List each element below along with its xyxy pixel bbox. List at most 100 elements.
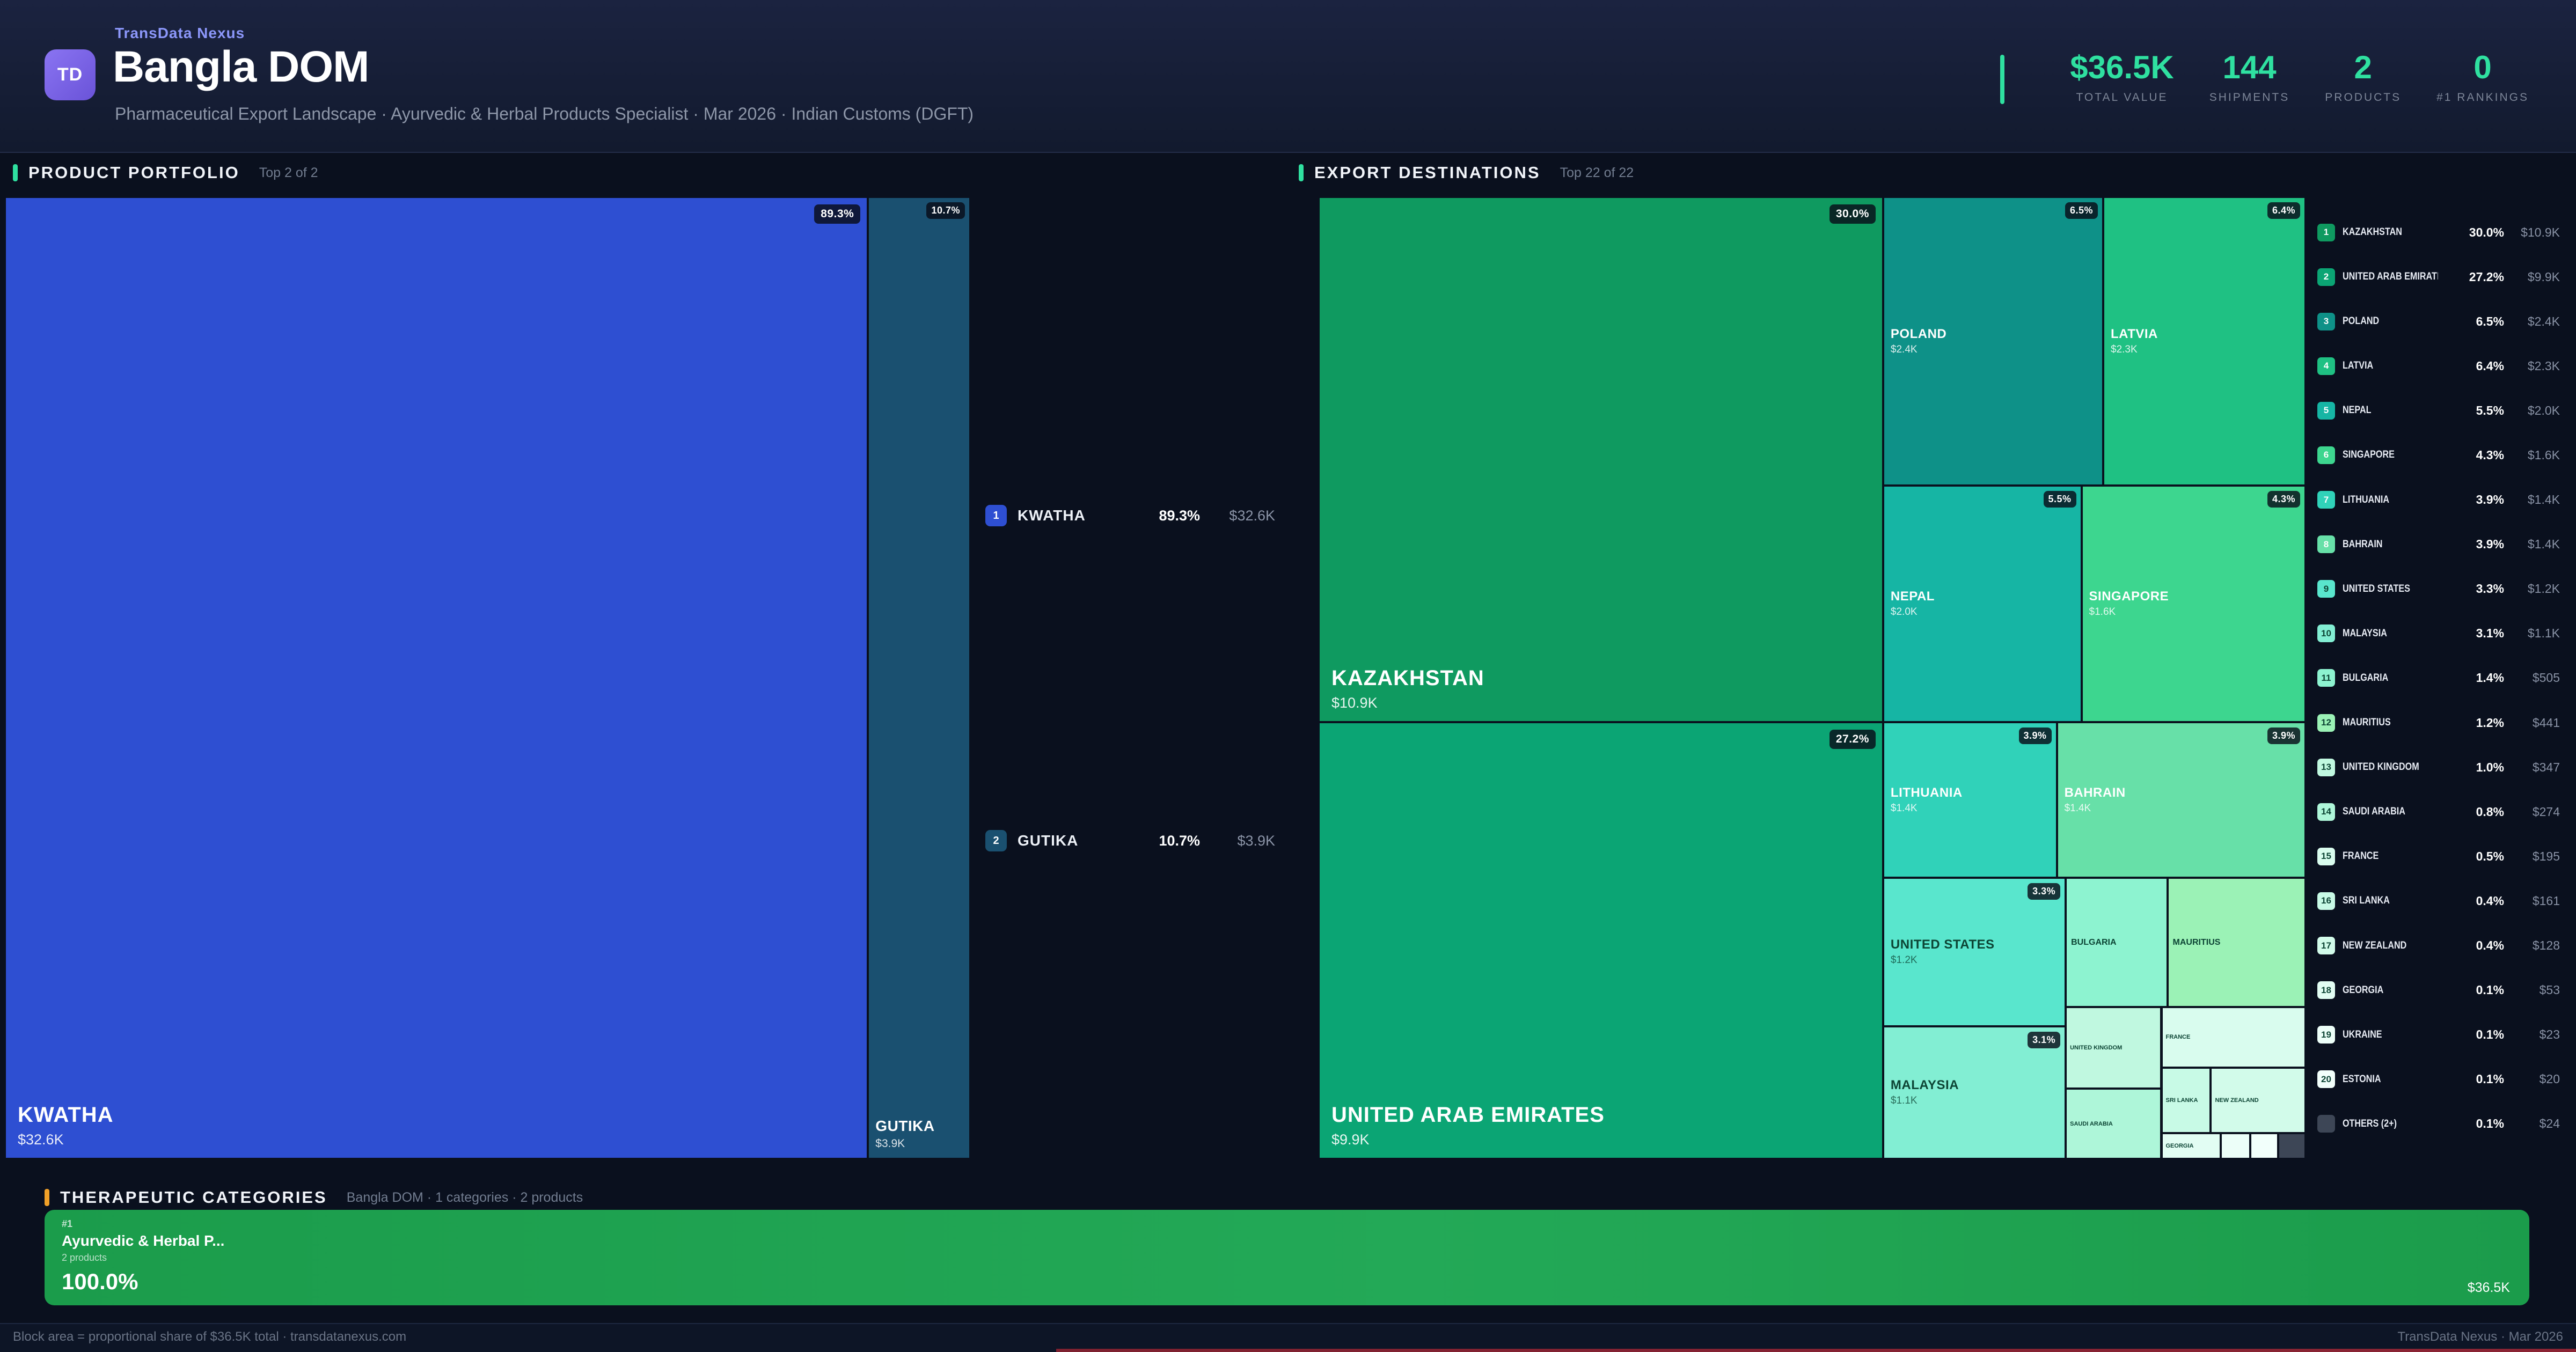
brand-label: TransData Nexus [115,25,245,41]
treemap-value: $3.9K [875,1137,905,1150]
legend-rank-badge: 8 [2317,535,2335,554]
treemap-name: MALAYSIA [1890,1078,1959,1093]
treemap-block-united-states[interactable]: 3.3% UNITED STATES $1.2K [1883,878,2066,1026]
treemap-label: POLAND $2.4K [1891,327,1946,356]
export-destinations-header: EXPORT DESTINATIONS Top 22 of 22 [1299,162,1634,183]
treemap-block-singapore[interactable]: 4.3% SINGAPORE $1.6K [2081,485,2306,722]
therapeutic-categories-header: THERAPEUTIC CATEGORIES Bangla DOM · 1 ca… [45,1187,583,1208]
treemap-label: MAURITIUS [2173,938,2221,947]
stat-products: 2 PRODUCTS [2325,52,2401,104]
legend-pct: 3.3% [2476,582,2504,596]
legend-row-kazakhstan: 1 KAZAKHSTAN 30.0% $10.9K [2317,219,2560,246]
panel-title: EXPORT DESTINATIONS [1314,163,1541,182]
treemap-pct-badge: 3.9% [2267,727,2300,744]
legend-pct: 0.1% [2476,1116,2504,1131]
legend-pct: 1.0% [2476,760,2504,774]
legend-row-malaysia: 10 MALAYSIA 3.1% $1.1K [2317,620,2560,647]
legend-country-name: SRI LANKA [2343,895,2390,907]
treemap-block-united-kingdom[interactable]: UNITED KINGDOM [2066,1006,2162,1089]
treemap-block-latvia[interactable]: 6.4% LATVIA $2.3K [2103,197,2306,486]
treemap-block-ukraine[interactable] [2220,1133,2250,1159]
treemap-block-bahrain[interactable]: 3.9% BAHRAIN $1.4K [2057,722,2306,878]
legend-row-others-2: OTHERS (2+) 0.1% $24 [2317,1111,2560,1137]
treemap-name: LATVIA [2111,326,2158,341]
category-bar-ayurvedic-herbal[interactable]: #1 Ayurvedic & Herbal P... 2 products 10… [45,1210,2529,1305]
treemap-block-gutika[interactable]: 10.7% GUTIKA $3.9K [868,197,970,1159]
treemap-block-new-zealand[interactable]: NEW ZEALAND [2211,1067,2306,1133]
legend-value: $24 [2539,1116,2560,1131]
treemap-value: $1.2K [1890,954,1918,966]
treemap-block-nepal[interactable]: 5.5% NEPAL $2.0K [1883,485,2082,722]
treemap-label: SAUDI ARABIA [2070,1121,2113,1127]
treemap-block-kwatha[interactable]: 89.3% KWATHA $32.6K [5,197,868,1159]
product-portfolio-header: PRODUCT PORTFOLIO Top 2 of 2 [13,162,318,183]
legend-rank-badge: 17 [2317,937,2335,954]
treemap-value: $9.9K [1331,1131,1370,1148]
legend-rank-badge: 14 [2317,803,2335,821]
legend-country-name: KAZAKHSTAN [2343,226,2402,238]
legend-rank-badge: 12 [2317,714,2335,732]
legend-country-name: NEPAL [2343,405,2372,416]
treemap-block-poland[interactable]: 6.5% POLAND $2.4K [1883,197,2103,486]
product-portfolio-treemap: 89.3% KWATHA $32.6K 10.7% GUTIKA $3.9K [5,197,970,1159]
legend-row-lithuania: 7 LITHUANIA 3.9% $1.4K [2317,487,2560,513]
legend-value: $23 [2539,1027,2560,1042]
treemap-name: NEPAL [1890,589,1935,604]
treemap-block-malaysia[interactable]: 3.1% MALAYSIA $1.1K [1883,1026,2066,1159]
stat-label: #1 RANKINGS [2436,91,2529,104]
app-footer: Block area = proportional share of $36.5… [0,1323,2576,1352]
legend-country-name: SAUDI ARABIA [2343,806,2405,818]
treemap-value: $1.6K [2089,606,2116,618]
legend-pct: 0.1% [2476,983,2504,997]
export-destinations-treemap: 30.0% KAZAKHSTAN $10.9K 27.2% UNITED ARAB EM… [1319,197,2306,1159]
panel-accent-icon [1299,164,1304,181]
legend-row-gutika: 2 GUTIKA 10.7% $3.9K [985,828,1275,854]
legend-row-nepal: 5 NEPAL 5.5% $2.0K [2317,397,2560,424]
legend-rank-badge: 19 [2317,1026,2335,1044]
treemap-name: BAHRAIN [2064,785,2126,800]
legend-row-mauritius: 12 MAURITIUS 1.2% $441 [2317,709,2560,736]
legend-pct: 3.9% [2476,537,2504,552]
treemap-block-sri-lanka[interactable]: SRI LANKA [2161,1067,2211,1133]
legend-row-bahrain: 8 BAHRAIN 3.9% $1.4K [2317,531,2560,558]
legend-row-estonia: 20 ESTONIA 0.1% $20 [2317,1066,2560,1093]
stat-label: TOTAL VALUE [2076,91,2168,104]
treemap-pct-badge: 3.1% [2028,1031,2061,1048]
treemap-block-united-arab-emirates[interactable]: 27.2% UNITED ARAB EMIRATES $9.9K [1319,722,1883,1159]
treemap-block-mauritius[interactable]: MAURITIUS [2167,878,2306,1007]
treemap-block-estonia[interactable] [2250,1133,2278,1159]
treemap-name: POLAND [1890,326,1947,341]
treemap-name: GUTIKA [875,1118,935,1134]
treemap-block-georgia[interactable]: GEORGIA [2161,1133,2221,1159]
treemap-block-others-2[interactable] [2278,1133,2306,1159]
legend-pct: 89.3% [1159,507,1200,524]
legend-value: $1.4K [2527,537,2560,552]
legend-value: $161 [2532,893,2560,908]
treemap-label: UNITED KINGDOM [2070,1045,2122,1051]
treemap-label: LITHUANIA $1.4K [1891,785,1963,814]
treemap-value: $1.4K [2064,803,2091,814]
export-destinations-legend: 1 KAZAKHSTAN 30.0% $10.9K 2 UNITED ARAB EMIRA… [2317,219,2560,1137]
legend-rank-badge: 2 [2317,268,2335,286]
treemap-pct-badge: 4.3% [2267,490,2300,508]
legend-value: $441 [2532,715,2560,730]
legend-value: $10.9K [2521,225,2560,239]
treemap-label: BAHRAIN $1.4K [2065,785,2126,814]
treemap-name: UNITED KINGDOM [2070,1044,2123,1051]
treemap-value: $10.9K [1331,694,1378,711]
legend-country-name: UKRAINE [2343,1028,2382,1040]
panel-subtitle: Bangla DOM · 1 categories · 2 products [346,1189,583,1205]
treemap-block-france[interactable]: FRANCE [2161,1006,2306,1068]
treemap-block-lithuania[interactable]: 3.9% LITHUANIA $1.4K [1883,722,2057,878]
treemap-block-kazakhstan[interactable]: 30.0% KAZAKHSTAN $10.9K [1319,197,1883,722]
treemap-label: BULGARIA [2071,938,2116,947]
treemap-name: NEW ZEALAND [2215,1097,2259,1104]
stat-1-rankings: 0 #1 RANKINGS [2436,52,2529,104]
legend-country-name: FRANCE [2343,850,2379,862]
treemap-name: MAURITIUS [2172,937,2221,947]
treemap-block-bulgaria[interactable]: BULGARIA [2066,878,2168,1007]
treemap-value: $2.0K [1890,606,1918,618]
treemap-label: FRANCE [2166,1034,2191,1040]
treemap-block-saudi-arabia[interactable]: SAUDI ARABIA [2066,1089,2162,1159]
legend-rank-badge: 11 [2317,669,2335,687]
